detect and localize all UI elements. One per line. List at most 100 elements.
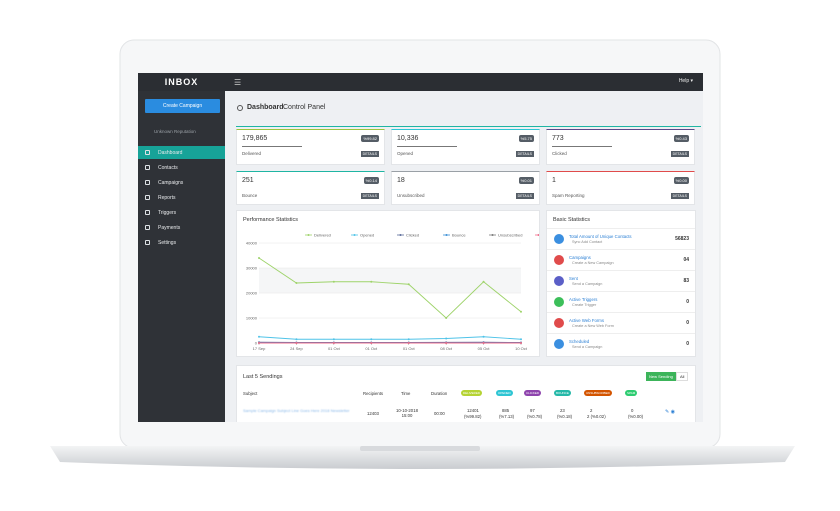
stat-card: 10,336 %5.75 Opened DETAILS [391,129,540,165]
series-point [520,342,522,344]
menu-item[interactable]: Campaigns [138,176,225,189]
main: Dashboard Control Panel 179,865 %99.82 Deliv… [225,91,703,422]
chart-panel: Performance Statistics 0 10000 20000 30000 40… [236,210,540,357]
x-tick-label: 17 Sep [253,346,266,351]
stat-card: 251 %0.14 Bounce DETAILS [236,171,385,205]
series-point [370,338,373,341]
stat-icon [554,318,564,328]
all-button[interactable]: All [676,372,689,381]
series-point [407,283,410,286]
row-duration: 00:00 [434,411,445,416]
series-point [295,282,298,284]
column-badge: UNSUBSCRIBED [584,390,612,396]
stat-value: 773 [552,135,564,142]
stat-number: 0 [686,320,689,326]
stat-value: 251 [242,177,254,184]
details-button[interactable]: DETAILS [515,151,534,157]
stat-title[interactable]: Sent [569,276,578,281]
stat-title[interactable]: Scheduled [569,339,590,344]
series-point [482,342,485,344]
menu-label: Campaigns [158,180,184,186]
x-tick-label: 01 Oct [365,346,378,351]
stat-card: 179,865 %99.82 Delivered DETAILS [236,129,385,165]
row-recipients: 12403 [367,411,379,416]
x-tick-label: 01 Oct [403,346,416,351]
stat-badge: %0.14 [363,177,379,184]
basic-stats-title: Basic Statistics [553,217,590,223]
stat-row: Campaigns Create a New Campaign 04 [547,249,695,270]
stat-badge: %0.01 [518,177,534,184]
menu-item[interactable]: Triggers [138,206,225,219]
menu-item[interactable]: Payments [138,221,225,234]
x-tick-label: 08 Oct [440,346,453,351]
create-campaign-button[interactable]: Create Campaign [145,99,220,113]
row-subject[interactable]: Sample Campaign Subject Line Goes Here 2… [243,408,350,413]
header-icon [237,105,243,111]
stat-divider [397,146,457,147]
cell-rate: (%0.00) [628,414,644,419]
help-menu[interactable]: Help ▾ [678,78,693,84]
details-button[interactable]: DETAILS [360,151,379,157]
chart-title: Performance Statistics [243,217,299,223]
stat-value: 18 [397,177,405,184]
stat-title[interactable]: Active Web Forms [569,318,605,323]
x-tick-label: 01 Oct [328,346,341,351]
details-button[interactable]: DETAILS [670,151,689,157]
legend-dot [445,234,448,236]
column-badge: BOUNCE [554,390,571,396]
menu-icon [145,180,150,185]
stat-value: 179,865 [242,135,268,142]
stat-label: Opened [397,151,414,156]
series-point [258,257,260,259]
y-tick-label: 30000 [246,266,258,271]
menu-item[interactable]: Contacts [138,161,225,174]
x-tick-label: 24 Sep [290,346,303,351]
series-line [258,257,522,319]
menu-icon [145,165,150,170]
series-point [332,280,335,283]
series-point [407,342,410,344]
cell-count: 885 [502,408,510,413]
stat-action[interactable]: Send a Campaign [572,282,603,286]
stat-action[interactable]: Sync Add Contact [572,240,603,244]
menu-item[interactable]: Reports [138,191,225,204]
series-point [445,317,448,319]
reputation: Unknown Reputation [154,129,196,134]
menu-item[interactable]: Dashboard [138,146,225,159]
details-button[interactable]: DETAILS [360,193,379,199]
row-actions[interactable]: ✎ ◉ [665,409,675,415]
cell-count: 23 [560,408,565,413]
stat-badge: %5.75 [518,135,534,142]
stat-badge: %99.82 [361,135,379,142]
stat-action[interactable]: Send a Campaign [572,345,603,349]
y-tick-label: 40000 [246,241,258,246]
basic-stats-panel: Basic Statistics Total Amount of Unique C… [546,210,696,357]
menu-icon [145,150,150,155]
stat-action[interactable]: Create a New Campaign [572,261,614,265]
stat-action[interactable]: Create Trigger [572,303,597,307]
y-tick-label: 0 [255,341,258,346]
details-button[interactable]: DETAILS [670,193,689,199]
stat-title[interactable]: Campaigns [569,255,591,260]
stat-number: 0 [686,299,689,305]
column-badge: OPENED [496,390,513,396]
screen: INBOX ☰ Help ▾ Create Campaign Unknown Reput… [138,73,703,422]
stat-divider [242,146,302,147]
stat-title[interactable]: Active Triggers [569,297,598,302]
menu-label: Triggers [158,210,177,216]
cell-rate: (%0.78) [527,414,543,419]
series-point [370,342,373,344]
stat-title[interactable]: Total Amount of Unique Contacts [569,234,632,239]
x-tick-label: 05 Oct [478,346,491,351]
details-button[interactable]: DETAILS [515,193,534,199]
new-sending-button[interactable]: New Sending [646,372,676,381]
column-header: Subject [243,391,258,396]
stat-action[interactable]: Create a New Web Form [572,324,614,328]
stat-number: 83 [683,278,689,284]
menu-icon [145,195,150,200]
menu-item[interactable]: Settings [138,236,225,249]
series-point [482,335,485,338]
stat-row: Active Triggers Create Trigger 0 [547,291,695,312]
column-badge: DELIVERED [461,390,483,396]
